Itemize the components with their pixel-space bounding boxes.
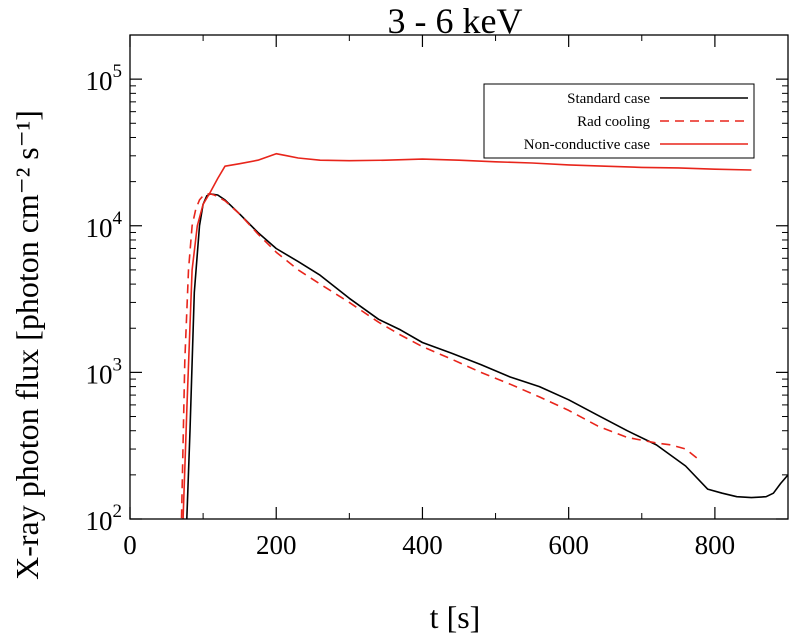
y-tick-label: 104 [86,208,123,243]
series-line-0 [186,193,788,519]
y-axis-label: X-ray photon flux [photon cm⁻² s⁻¹] [9,110,45,580]
x-tick-label: 400 [402,530,443,560]
x-tick-label: 800 [695,530,736,560]
series-layer [180,152,788,519]
x-axis-label: t [s] [430,599,481,635]
legend-label: Standard case [567,91,650,107]
series-line-1 [180,193,701,519]
x-tick-label: 0 [123,530,137,560]
legend-label: Non-conductive case [524,137,651,153]
legend-label: Rad cooling [577,114,650,130]
x-tick-label: 200 [256,530,297,560]
chart-title: 3 - 6 keV [388,1,523,41]
axis-ticks: 0 200 400 600 800 102 103 104 105 [86,34,788,560]
x-tick-label: 600 [548,530,589,560]
y-tick-label: 105 [86,61,123,96]
legend: Standard case Rad cooling Non-conductive c… [483,83,755,159]
series-line-2 [182,152,752,519]
y-tick-label: 102 [86,501,123,536]
y-tick-label: 103 [86,354,123,389]
plot-frame [129,34,789,520]
